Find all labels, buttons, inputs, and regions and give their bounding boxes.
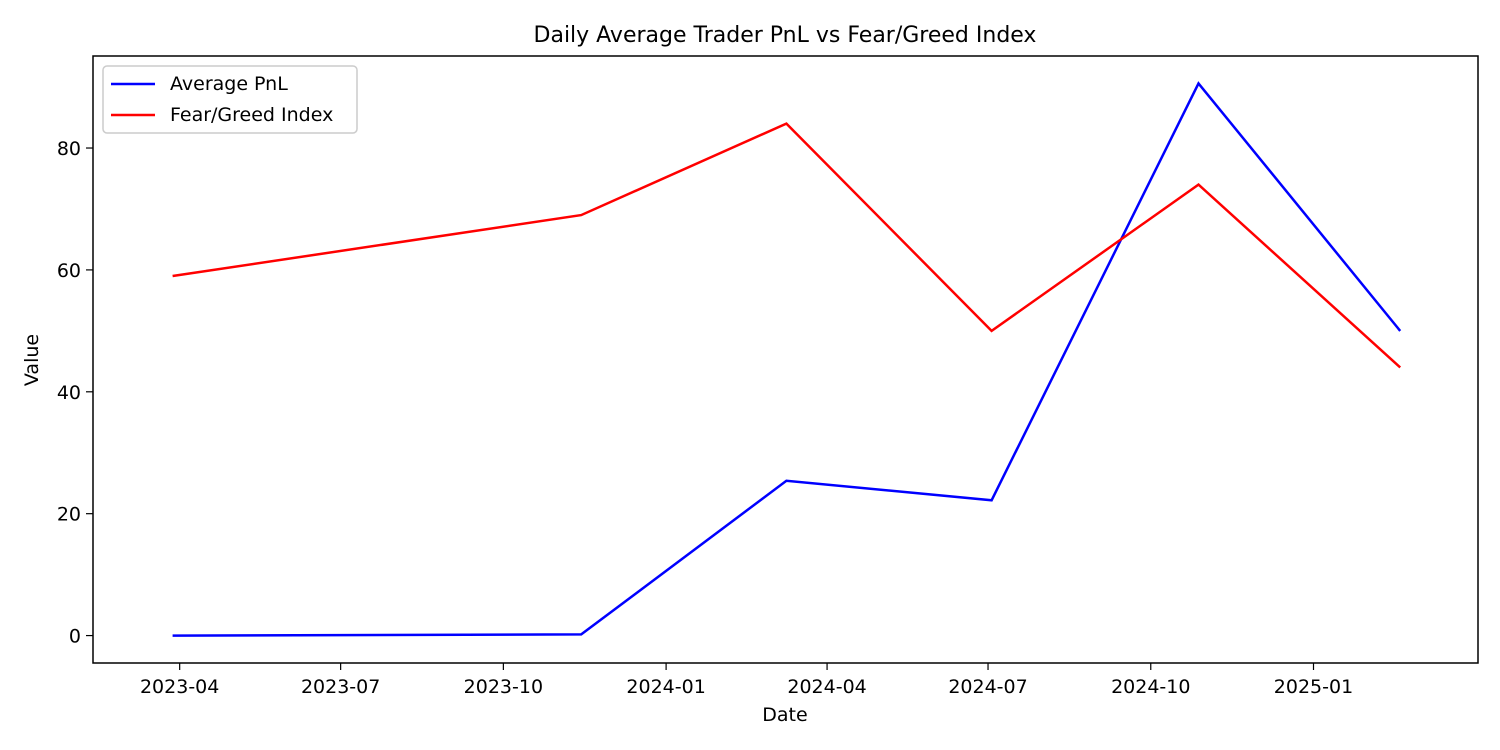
x-axis-label: Date [762,704,807,726]
y-tick-label: 60 [57,260,81,282]
y-tick-label: 40 [57,382,81,404]
y-axis-label: Value [21,334,43,386]
x-tick-label: 2023-04 [140,676,219,698]
y-tick-label: 80 [57,138,81,160]
y-tick-label: 0 [69,626,81,648]
x-tick-label: 2024-07 [948,676,1027,698]
x-tick-label: 2024-04 [787,676,866,698]
series-line-fear-greed-index [172,122,1402,369]
x-axis: 2023-04 2023-07 2023-10 2024-01 2024-04 2024-… [140,663,1353,698]
legend-box [102,65,358,134]
chart-title: Daily Average Trader PnL vs Fear/Greed I… [534,23,1037,48]
plot-area [92,55,1479,664]
x-tick-label: 2025-01 [1274,676,1353,698]
x-tick-label: 2024-10 [1111,676,1190,698]
x-tick-label: 2023-07 [301,676,380,698]
y-tick-label: 20 [57,504,81,526]
series-layer [172,81,1402,637]
x-tick-label: 2023-10 [464,676,543,698]
y-axis: 0 20 40 60 80 [57,138,93,648]
series-line-average-pnl [172,81,1402,637]
legend: Average PnL Fear/Greed Index [102,65,358,134]
legend-label-fear-greed-index: Fear/Greed Index [170,104,333,126]
x-tick-label: 2024-01 [626,676,705,698]
legend-label-average-pnl: Average PnL [170,73,288,95]
